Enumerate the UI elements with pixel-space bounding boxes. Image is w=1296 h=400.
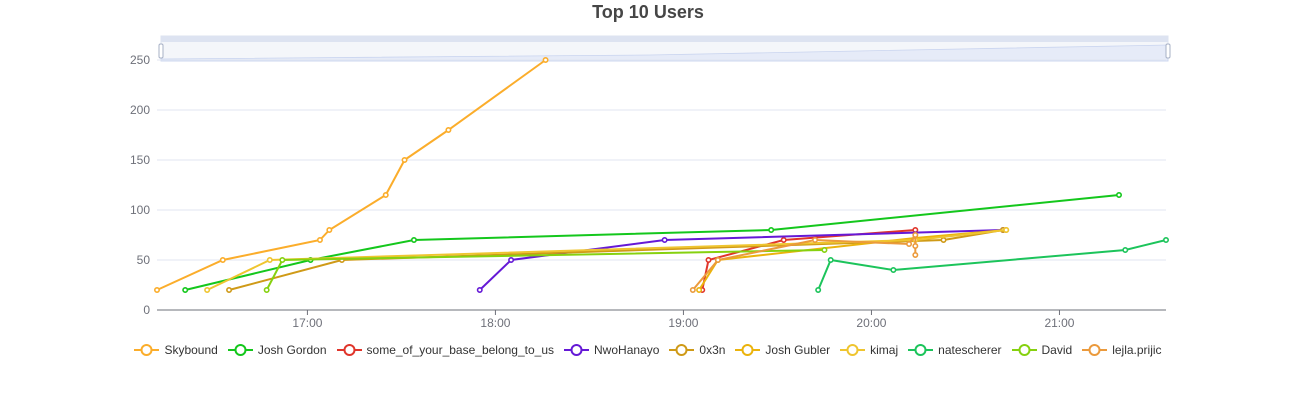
legend-label: natescherer (938, 343, 1002, 357)
data-point (445, 127, 452, 134)
legend-item[interactable]: some_of_your_base_belong_to_us (336, 343, 555, 357)
legend-item[interactable]: 0x3n (669, 343, 725, 357)
series-David (263, 247, 828, 293)
data-point (714, 256, 721, 263)
legend-line-circle-icon (840, 344, 866, 356)
y-tick-label: 0 (143, 303, 150, 317)
legend-label: lejla.prijic (1112, 343, 1162, 357)
data-point (279, 256, 286, 263)
series-line (817, 239, 1167, 291)
legend-line-circle-icon (227, 344, 253, 356)
data-point (476, 286, 483, 293)
data-point (1003, 227, 1010, 234)
legend-line-circle-icon (564, 344, 590, 356)
data-point (689, 286, 696, 293)
legend-label: NwoHanayo (594, 343, 660, 357)
data-zoom-data-shadow (160, 44, 1169, 62)
legend-line-circle-icon (134, 344, 160, 356)
legend-label: 0x3n (699, 343, 726, 357)
legend-item[interactable]: lejla.prijic (1082, 343, 1162, 357)
legend-label: Josh Gubler (765, 343, 831, 357)
data-point (890, 266, 897, 273)
legend-label: David (1041, 343, 1073, 357)
data-point (821, 247, 828, 254)
series-line (692, 231, 917, 291)
x-tick-label: 19:00 (668, 316, 698, 330)
legend-item[interactable]: natescherer (908, 343, 1002, 357)
data-point (401, 157, 408, 164)
data-point (1115, 192, 1122, 199)
legend-line-circle-icon (908, 344, 934, 356)
data-point (226, 286, 233, 293)
data-zoom-handle-left[interactable] (158, 43, 164, 59)
data-point (912, 232, 919, 239)
legend-line-circle-icon (1082, 344, 1108, 356)
y-tick-label: 200 (130, 103, 150, 117)
legend-item[interactable]: NwoHanayo (564, 343, 659, 357)
series-kimaj (204, 227, 1010, 293)
data-point (940, 237, 947, 244)
legend: Skybound Josh Gordon some_of_your_base_bel… (0, 343, 1296, 357)
data-point (705, 256, 712, 263)
series-line (206, 229, 1007, 291)
legend-label: kimaj (870, 343, 899, 357)
data-point (696, 286, 703, 293)
data-point (912, 252, 919, 259)
data-point (316, 237, 323, 244)
legend-item[interactable]: David (1011, 343, 1073, 357)
y-tick-label: 100 (130, 203, 150, 217)
data-point (410, 237, 417, 244)
data-point (768, 227, 775, 234)
data-point (1122, 247, 1129, 254)
chart-title: Top 10 Users (592, 2, 704, 22)
data-point (780, 237, 787, 244)
data-point (542, 56, 549, 63)
data-zoom-slider[interactable] (158, 35, 1171, 62)
data-point (382, 192, 389, 199)
legend-line-circle-icon (669, 344, 695, 356)
data-point (204, 286, 211, 293)
data-point (827, 256, 834, 263)
y-tick-label: 250 (130, 53, 150, 67)
data-point (219, 256, 226, 263)
series-0x3n (226, 227, 1007, 293)
data-zoom-handle-right[interactable] (1165, 43, 1171, 59)
legend-item[interactable]: Skybound (134, 343, 218, 357)
legend-item[interactable]: Josh Gordon (227, 343, 327, 357)
data-point (508, 256, 515, 263)
data-point (263, 286, 270, 293)
data-point (661, 237, 668, 244)
data-point (1163, 237, 1170, 244)
legend-line-circle-icon (336, 344, 362, 356)
data-point (912, 227, 919, 234)
x-tick-label: 20:00 (856, 316, 886, 330)
series-line (156, 59, 547, 291)
data-zoom-move-bar[interactable] (161, 36, 1168, 42)
series-line (228, 229, 1004, 291)
y-tick-label: 50 (137, 253, 151, 267)
legend-item[interactable]: Josh Gubler (735, 343, 830, 357)
data-point (182, 286, 189, 293)
x-tick-label: 17:00 (292, 316, 322, 330)
data-point (154, 286, 161, 293)
data-point (912, 243, 919, 250)
y-tick-label: 150 (130, 153, 150, 167)
legend-label: some_of_your_base_belong_to_us (366, 343, 555, 357)
series-lejla.prijic (689, 231, 919, 293)
x-tick-label: 21:00 (1044, 316, 1074, 330)
data-point (812, 237, 819, 244)
data-point (815, 286, 822, 293)
data-point (906, 241, 913, 248)
data-point (326, 227, 333, 234)
legend-label: Josh Gordon (257, 343, 327, 357)
data-point (266, 256, 273, 263)
series-natescherer (815, 237, 1170, 293)
legend-line-circle-icon (1011, 344, 1037, 356)
legend-line-circle-icon (735, 344, 761, 356)
legend-item[interactable]: kimaj (840, 343, 898, 357)
series-Skybound (154, 56, 549, 293)
x-tick-label: 18:00 (480, 316, 510, 330)
legend-label: Skybound (164, 343, 218, 357)
